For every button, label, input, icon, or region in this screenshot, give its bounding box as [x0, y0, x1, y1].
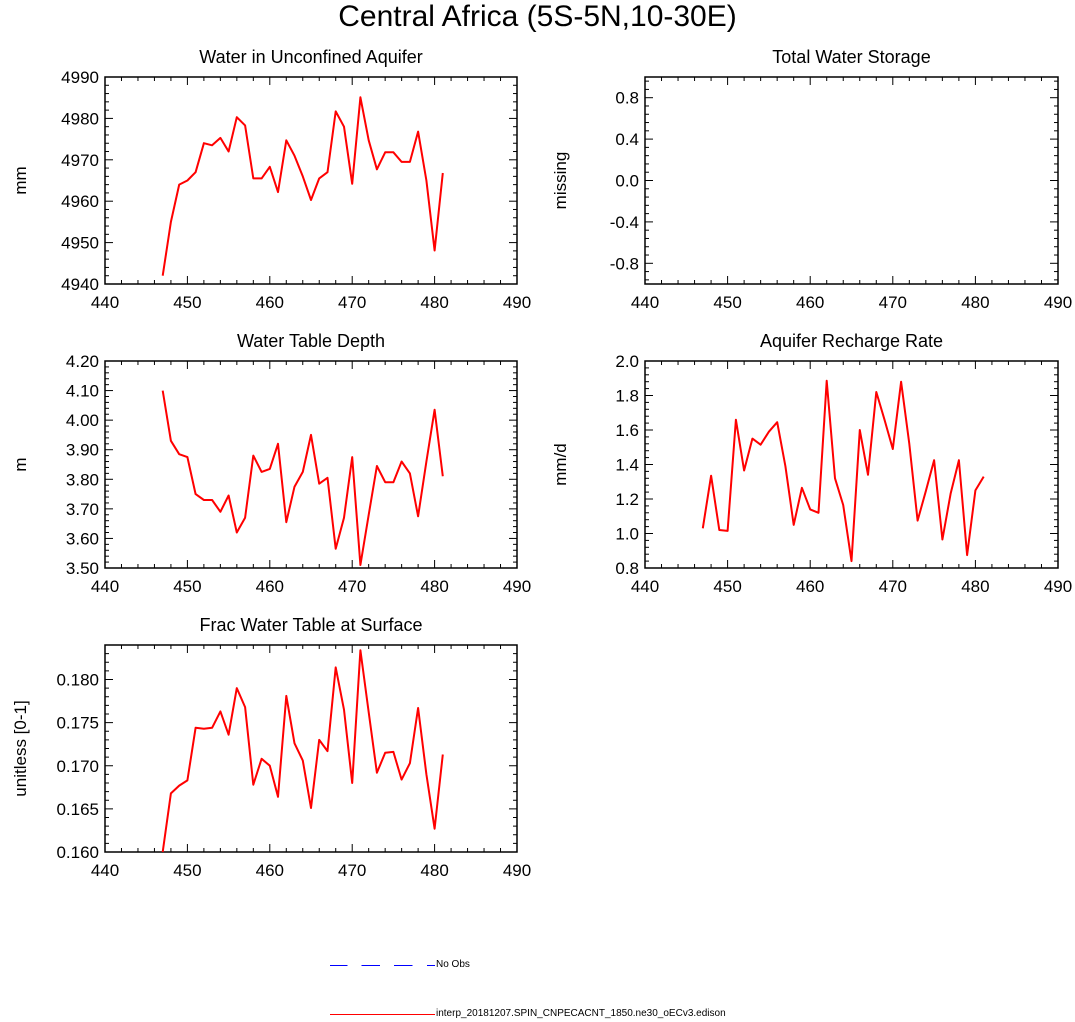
y-tick-label: 1.2 [615, 490, 639, 509]
y-tick-label: 3.90 [66, 441, 99, 460]
y-tick-label: -0.8 [610, 254, 639, 273]
x-tick-label: 450 [713, 577, 741, 596]
legend-label: No Obs [436, 959, 470, 970]
y-tick-label: 1.4 [615, 456, 639, 475]
y-tick-label: 4960 [61, 192, 99, 211]
y-tick-label: 3.50 [66, 559, 99, 578]
x-tick-label: 470 [338, 293, 366, 312]
y-axis-label: missing [551, 152, 570, 210]
x-tick-label: 440 [91, 861, 119, 880]
y-axis-label: m [11, 457, 30, 471]
x-tick-label: 460 [256, 577, 284, 596]
y-tick-label: 1.6 [615, 421, 639, 440]
x-tick-label: 470 [879, 293, 907, 312]
x-tick-label: 440 [91, 293, 119, 312]
chart-panel: Frac Water Table at Surface unitless [0-1… [11, 615, 531, 880]
x-tick-label: 440 [631, 293, 659, 312]
x-tick-label: 460 [796, 577, 824, 596]
x-tick-label: 490 [503, 577, 531, 596]
plot-frame [644, 360, 1059, 569]
x-tick-label: 470 [338, 577, 366, 596]
x-tick-label: 460 [256, 293, 284, 312]
y-tick-label: 3.70 [66, 500, 99, 519]
x-tick-label: 480 [961, 577, 989, 596]
y-tick-label: 0.8 [615, 559, 639, 578]
x-tick-label: 450 [173, 861, 201, 880]
x-tick-label: 440 [631, 577, 659, 596]
y-tick-label: 0.175 [56, 714, 99, 733]
x-tick-label: 490 [503, 293, 531, 312]
x-tick-label: 460 [796, 293, 824, 312]
legend: No Obs interp_20181207.SPIN_CNPECACNT_18… [0, 940, 1075, 1019]
legend-swatch-model [330, 1013, 435, 1015]
chart-panel: Aquifer Recharge Rate mm/d 440 450 460 470 480… [551, 331, 1072, 596]
series-line [161, 649, 444, 853]
x-tick-label: 470 [879, 577, 907, 596]
x-tick-label: 480 [961, 293, 989, 312]
y-tick-label: 2.0 [615, 352, 639, 371]
series-line [161, 96, 444, 276]
y-tick-label: 3.80 [66, 470, 99, 489]
legend-item-no-obs: No Obs [330, 957, 470, 973]
legend-swatch-no-obs [330, 964, 435, 966]
y-tick-label: 4.20 [66, 352, 99, 371]
y-tick-label: 4990 [61, 68, 99, 87]
y-tick-label: 0.8 [615, 89, 639, 108]
y-tick-label: 4.10 [66, 382, 99, 401]
x-tick-label: 480 [420, 861, 448, 880]
y-tick-label: 1.0 [615, 525, 639, 544]
x-tick-label: 470 [338, 861, 366, 880]
y-tick-label: 0.4 [615, 130, 639, 149]
y-tick-label: 0.0 [615, 172, 639, 191]
chart-title: Frac Water Table at Surface [199, 615, 422, 635]
y-tick-label: -0.4 [610, 213, 639, 232]
legend-item-model: interp_20181207.SPIN_CNPECACNT_1850.ne30… [330, 1006, 726, 1022]
x-tick-label: 480 [420, 577, 448, 596]
chart-panel: Water Table Depth m 440 450 460 470 480 490 3.50… [11, 331, 531, 596]
x-tick-label: 490 [1044, 577, 1072, 596]
x-tick-label: 490 [1044, 293, 1072, 312]
chart-panel: Water in Unconfined Aquifer mm 440 450 460 47… [11, 47, 531, 312]
plot-frame [104, 76, 518, 285]
y-tick-label: 0.165 [56, 800, 99, 819]
series-line [701, 379, 985, 563]
chart-panel: Total Water Storage missing 440 450 460 470 48… [551, 47, 1072, 312]
chart-title: Water Table Depth [237, 331, 385, 351]
y-tick-label: 3.60 [66, 529, 99, 548]
y-tick-label: 4970 [61, 151, 99, 170]
x-tick-label: 490 [503, 861, 531, 880]
y-tick-label: 4940 [61, 275, 99, 294]
y-axis-label: mm/d [551, 443, 570, 486]
y-tick-label: 0.180 [56, 671, 99, 690]
y-axis-label: mm [11, 166, 30, 194]
series-line [161, 390, 444, 566]
chart-title: Water in Unconfined Aquifer [199, 47, 422, 67]
x-tick-label: 440 [91, 577, 119, 596]
y-axis-label: unitless [0-1] [11, 700, 30, 796]
x-tick-label: 450 [173, 577, 201, 596]
figure-title: Central Africa (5S-5N,10-30E) [338, 0, 737, 33]
y-tick-label: 4950 [61, 234, 99, 253]
plot-frame [104, 360, 518, 569]
y-tick-label: 1.8 [615, 387, 639, 406]
plot-frame [644, 76, 1059, 285]
y-tick-label: 4980 [61, 109, 99, 128]
chart-title: Aquifer Recharge Rate [760, 331, 943, 351]
y-tick-label: 0.170 [56, 757, 99, 776]
x-tick-label: 460 [256, 861, 284, 880]
y-tick-label: 0.160 [56, 843, 99, 862]
x-tick-label: 450 [713, 293, 741, 312]
x-tick-label: 450 [173, 293, 201, 312]
x-tick-label: 480 [420, 293, 448, 312]
y-tick-label: 4.00 [66, 411, 99, 430]
legend-label: interp_20181207.SPIN_CNPECACNT_1850.ne30… [436, 1008, 726, 1019]
chart-title: Total Water Storage [772, 47, 930, 67]
